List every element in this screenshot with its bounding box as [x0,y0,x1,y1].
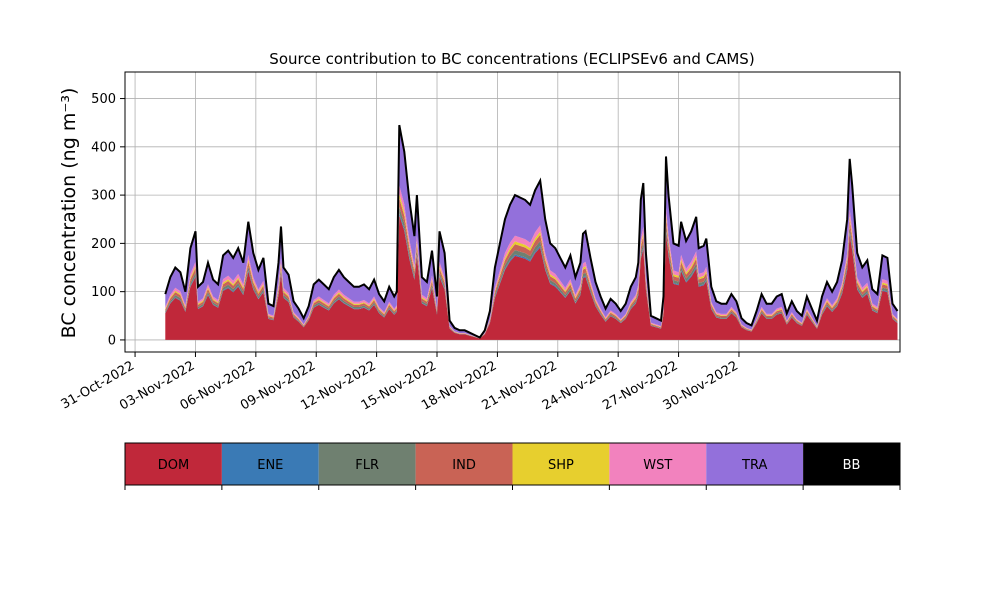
legend-label-wst: WST [643,458,672,473]
y-tick-label: 400 [91,140,116,155]
legend-swatch-ene [221,443,319,485]
plot-frame [124,71,901,353]
area-tra [165,125,898,339]
legend-label-dom: DOM [158,458,189,473]
total-line-bb [164,124,899,339]
legend-label-ind: IND [452,458,476,473]
legend-swatch-dom [125,443,222,485]
legend-swatch-wst [609,443,707,485]
legend-swatch-bb [803,443,900,485]
y-tick-label: 0 [108,333,116,348]
y-axis-label: BC concentration (ng m⁻³) [58,88,80,339]
area-ind [165,198,898,339]
y-tick-label: 500 [91,92,116,107]
legend-swatch-flr [318,443,416,485]
legend-label-shp: SHP [548,458,574,473]
area-wst [165,185,898,339]
area-dom [165,215,898,340]
axes: 010020030040050031-Oct-202203-Nov-202206… [59,71,901,414]
y-tick-label: 200 [91,237,116,252]
legend-swatch-tra [706,443,804,485]
stacked-areas [164,124,899,340]
legend-label-flr: FLR [355,458,379,473]
chart-title: Source contribution to BC concentrations… [269,50,754,68]
y-tick-label: 300 [91,189,116,204]
legend-label-tra: TRA [741,458,767,473]
legend-colorbar: DOM ENE FLR IND SHP WST TRA BB [124,442,901,490]
legend-label-bb: BB [843,458,861,473]
legend-label-ene: ENE [257,458,283,473]
legend-swatch-shp [512,443,610,485]
y-tick-label: 100 [91,285,116,300]
legend-swatch-ind [415,443,513,485]
